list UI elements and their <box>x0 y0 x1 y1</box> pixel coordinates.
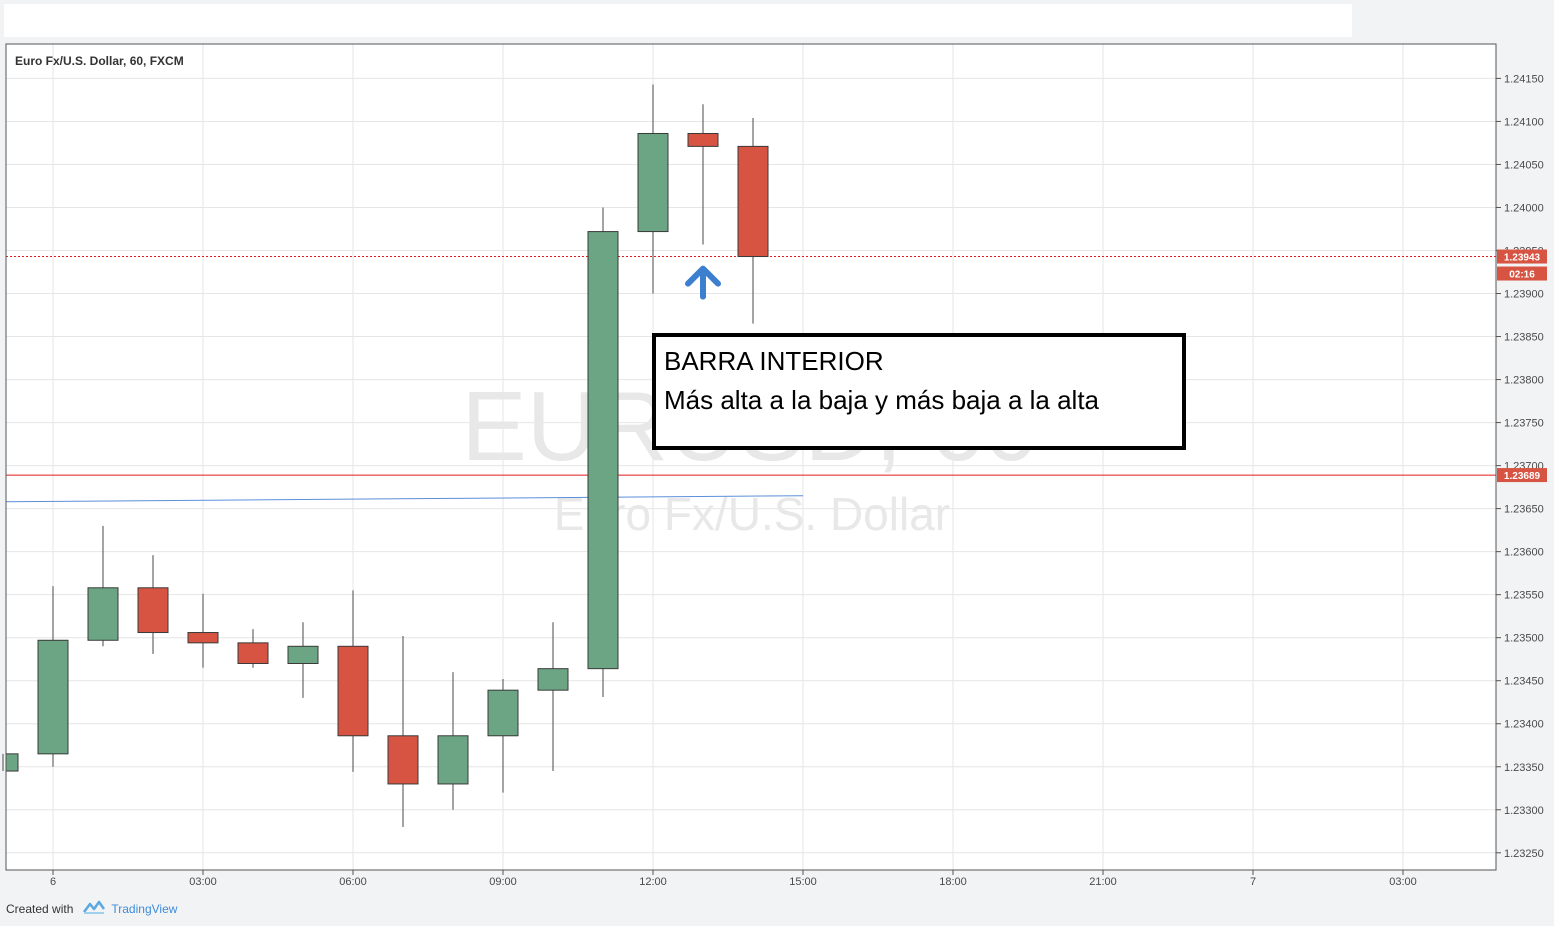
y-tick-label: 1.23550 <box>1504 590 1544 602</box>
created-with-label: Created with <box>6 901 74 916</box>
x-tick-label: 6 <box>50 876 56 888</box>
top-toolbar-area <box>4 4 1352 37</box>
trendline-segment[interactable] <box>5 495 804 503</box>
arrow-marker[interactable] <box>685 265 721 300</box>
candle <box>287 622 319 698</box>
annotation-box[interactable]: BARRA INTERIOR Más alta a la baja y más … <box>652 333 1186 450</box>
price-axis[interactable]: 1.241501.241001.240501.240001.239501.239… <box>1496 73 1544 860</box>
annotation-line2: Más alta a la baja y más baja a la alta <box>664 385 1100 415</box>
time-axis[interactable]: 6 03:00 06:00 09:00 12:00 15:00 18:00 21:00 7 03:… <box>50 870 1417 888</box>
y-tick-label: 1.23250 <box>1504 848 1544 860</box>
annotation-border <box>652 333 1186 450</box>
line-price-label: 1.23689 <box>1504 471 1541 482</box>
chart-title: Euro Fx/U.S. Dollar, 60, FXCM <box>15 54 184 68</box>
y-tick-label: 1.24050 <box>1504 159 1544 171</box>
candle <box>587 207 619 698</box>
line-price-label-background <box>1497 468 1547 483</box>
candle <box>137 555 169 655</box>
tradingview-link[interactable]: TradingView <box>111 901 178 916</box>
candle-body <box>387 735 419 785</box>
price-chart[interactable]: EURUSD, 60 Euro Fx/U.S. Dollar BARRA INT… <box>0 0 1554 895</box>
candle-body <box>737 145 769 258</box>
y-tick-label: 1.24150 <box>1504 73 1544 85</box>
candle-body <box>137 587 169 634</box>
plot-border <box>5 43 1497 871</box>
candle-body <box>237 642 269 664</box>
tradingview-logo-icon <box>83 900 106 917</box>
candle <box>187 593 219 668</box>
x-tick-label: 15:00 <box>789 876 817 888</box>
candle-body <box>87 587 119 641</box>
last-price-label-background <box>1497 249 1547 264</box>
y-tick-label: 1.23750 <box>1504 418 1544 430</box>
candle <box>387 635 419 827</box>
candle-body <box>287 645 319 665</box>
candle <box>2 753 19 772</box>
x-tick-label: 21:00 <box>1089 876 1117 888</box>
last-price-label: 1.23943 <box>1504 253 1541 264</box>
y-tick-label: 1.23300 <box>1504 805 1544 817</box>
y-tick-label: 1.23850 <box>1504 332 1544 344</box>
x-tick-label: 18:00 <box>939 876 967 888</box>
trendline[interactable] <box>5 495 804 503</box>
footer: Created with TradingView <box>6 900 177 917</box>
y-tick-label: 1.23350 <box>1504 762 1544 774</box>
candle <box>437 672 469 810</box>
y-tick-label: 1.23500 <box>1504 633 1544 645</box>
candle-body <box>437 735 469 785</box>
candle <box>737 117 769 324</box>
candle <box>337 590 369 772</box>
y-tick-label: 1.23900 <box>1504 289 1544 301</box>
annotation-line1: BARRA INTERIOR <box>664 346 884 376</box>
candle-body <box>687 132 719 147</box>
y-tick-label: 1.23650 <box>1504 504 1544 516</box>
candle <box>237 629 269 668</box>
x-tick-label: 03:00 <box>189 876 217 888</box>
candle-body <box>487 689 519 737</box>
candle-body <box>637 132 669 233</box>
candle <box>687 104 719 245</box>
candle-body <box>337 645 369 737</box>
candle <box>487 678 519 793</box>
candlestick-series <box>2 84 769 827</box>
y-tick-label: 1.23450 <box>1504 676 1544 688</box>
candle-body <box>187 632 219 644</box>
candle <box>87 525 119 647</box>
x-tick-label: 09:00 <box>489 876 517 888</box>
x-tick-label: 7 <box>1250 876 1256 888</box>
y-tick-label: 1.23600 <box>1504 547 1544 559</box>
x-tick-label: 12:00 <box>639 876 667 888</box>
y-tick-label: 1.23400 <box>1504 719 1544 731</box>
candle <box>637 84 669 294</box>
candle-body <box>37 639 69 755</box>
candle-body <box>5 753 19 772</box>
x-tick-label: 03:00 <box>1389 876 1417 888</box>
countdown-label-background <box>1497 266 1547 281</box>
candle <box>37 586 69 767</box>
y-tick-label: 1.23800 <box>1504 375 1544 387</box>
x-tick-label: 06:00 <box>339 876 367 888</box>
price-labels: 1.23943 02:16 1.23689 <box>1497 249 1547 483</box>
candle-body <box>587 231 619 670</box>
y-tick-label: 1.24100 <box>1504 116 1544 128</box>
countdown-label: 02:16 <box>1509 270 1535 281</box>
candle-body <box>537 668 569 691</box>
y-tick-label: 1.24000 <box>1504 202 1544 214</box>
candle <box>537 622 569 772</box>
